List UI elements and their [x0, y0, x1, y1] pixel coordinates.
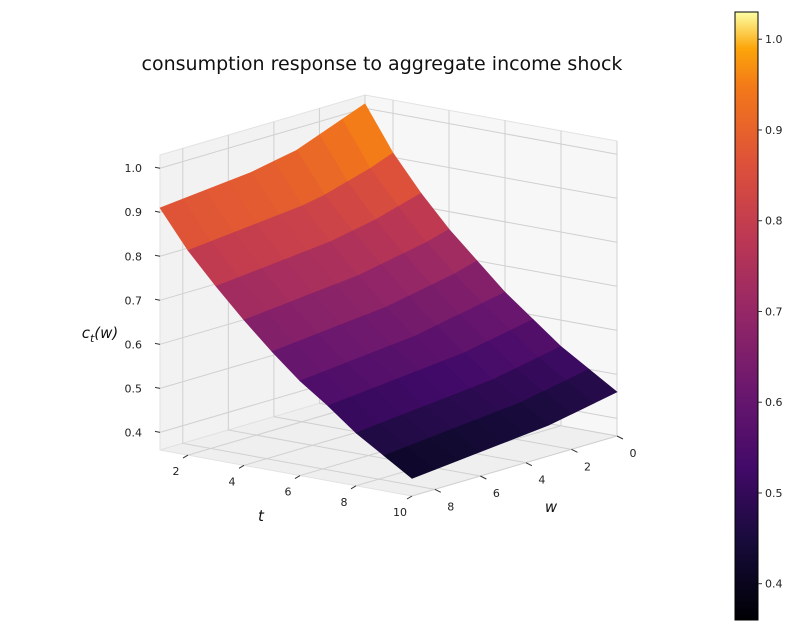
- w-tick-label: 2: [584, 460, 591, 473]
- z-axis-label-arg: (w): [94, 324, 118, 342]
- z-tick-mark: [154, 254, 161, 257]
- colorbar-tick-label: 0.8: [765, 215, 783, 228]
- t-tick-label: 4: [229, 475, 236, 488]
- w-tick-mark: [571, 448, 578, 453]
- z-tick-mark: [154, 342, 161, 345]
- axes-ticks: 0 2 4 6 8 2 4 6 8 10 0.4 0.5 0.6 0.7 0.8 0.9 1.0: [125, 162, 637, 519]
- t-tick-mark: [182, 454, 189, 459]
- z-tick-label: 0.6: [125, 338, 143, 351]
- z-axis-label: ct(w): [82, 324, 119, 345]
- z-tick-label: 0.5: [125, 382, 143, 395]
- z-tick-label: 1.0: [125, 162, 143, 175]
- w-tick-label: 0: [630, 447, 637, 460]
- colorbar-tick-label: 0.5: [765, 487, 783, 500]
- w-tick-label: 8: [447, 500, 454, 513]
- colorbar-tick-label: 0.6: [765, 396, 783, 409]
- colorbar: [734, 11, 759, 621]
- z-axis-label-sub: t: [90, 332, 95, 345]
- w-tick-label: 6: [493, 487, 500, 500]
- z-tick-label: 0.4: [125, 426, 143, 439]
- w-tick-mark: [525, 462, 533, 467]
- colorbar-ticks: 0.4 0.5 0.6 0.7 0.8 0.9 1.0: [758, 33, 783, 591]
- z-tick-label: 0.9: [125, 206, 143, 219]
- t-tick-mark: [350, 485, 357, 490]
- colorbar-tick-label: 0.9: [765, 124, 783, 137]
- w-tick-mark: [434, 488, 442, 493]
- t-tick-label: 2: [173, 465, 180, 478]
- grid-line-w: [182, 148, 435, 490]
- z-tick-mark: [154, 210, 161, 213]
- t-tick-mark: [406, 495, 413, 500]
- t-tick-mark: [238, 464, 245, 469]
- chart-title: consumption response to aggregate income…: [142, 53, 623, 75]
- t-tick-label: 6: [285, 486, 292, 499]
- t-tick-mark: [294, 475, 301, 479]
- z-tick-mark: [154, 386, 161, 389]
- w-tick-mark: [616, 435, 624, 440]
- z-axis-label-base: c: [82, 324, 91, 342]
- z-tick-label: 0.8: [125, 250, 143, 263]
- t-tick-label: 8: [341, 496, 348, 509]
- colorbar-tick-label: 1.0: [765, 33, 783, 46]
- surface-mesh: [159, 103, 618, 479]
- w-tick-label: 4: [538, 474, 545, 487]
- colorbar-tick-label: 0.4: [765, 578, 783, 591]
- z-tick-mark: [154, 166, 161, 169]
- colorbar-tick-label: 0.7: [765, 305, 783, 318]
- x-axis-label: w: [545, 498, 558, 516]
- t-tick-label: 10: [393, 506, 407, 519]
- z-tick-label: 0.7: [125, 294, 143, 307]
- z-tick-mark: [154, 430, 161, 433]
- surface-patch: [383, 446, 436, 479]
- z-tick-mark: [154, 298, 161, 301]
- y-axis-label: t: [258, 507, 265, 525]
- w-tick-mark: [480, 475, 487, 480]
